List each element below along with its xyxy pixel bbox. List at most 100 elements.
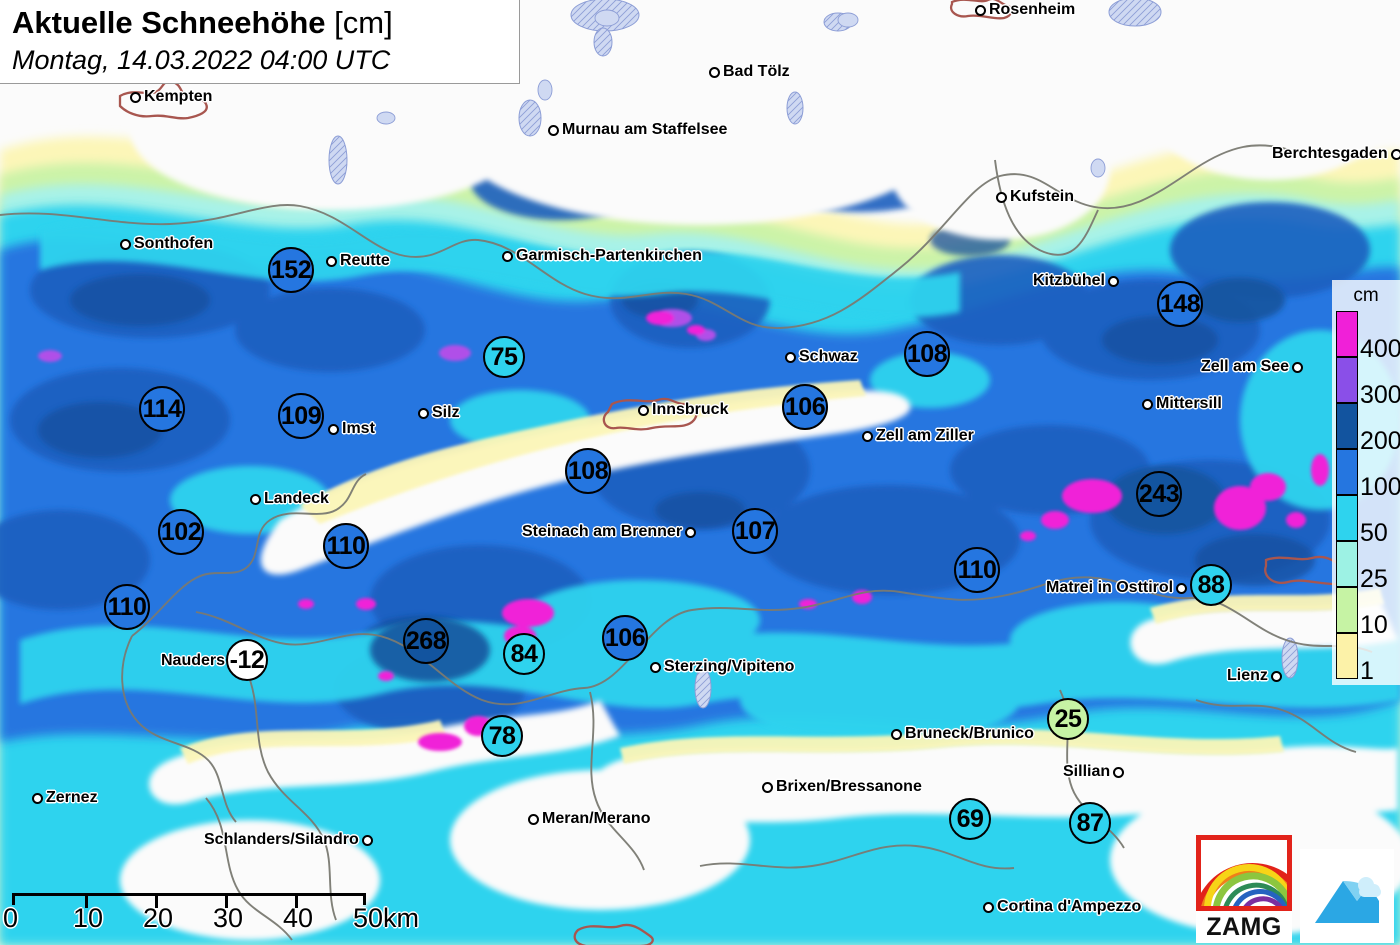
station-value: 110 (107, 592, 147, 621)
city-marker-icon (650, 661, 661, 673)
station-value-marker[interactable]: 106 (602, 615, 648, 661)
legend-band: 25 (1336, 541, 1400, 592)
city-name: Rosenheim (989, 1, 1076, 18)
station-value-marker[interactable]: 84 (503, 633, 545, 675)
city-name: Cortina d'Ampezzo (997, 898, 1142, 915)
station-value-marker[interactable]: 107 (732, 508, 778, 554)
station-value: 87 (1076, 808, 1104, 837)
city-marker-icon (1108, 275, 1119, 287)
scale-bar-labels: 0 10 20 30 40 50km (0, 903, 419, 943)
scale-tick-label: 20 (143, 903, 174, 933)
legend-band: 1 (1336, 633, 1400, 684)
station-value-marker[interactable]: 148 (1157, 281, 1203, 327)
city-marker-icon (326, 255, 337, 267)
station-value-marker[interactable]: 152 (268, 247, 314, 293)
colorbar-legend: cm 400 300 200 100 50 25 10 1 (1332, 280, 1400, 685)
scale-tick (85, 896, 88, 908)
city-marker-icon (250, 493, 261, 505)
city-marker-icon (1176, 582, 1188, 594)
station-value-marker[interactable]: 110 (104, 584, 150, 630)
zamg-wordmark: ZAMG (1206, 913, 1282, 941)
legend-swatch (1336, 311, 1358, 357)
legend-band: 10 (1336, 587, 1400, 638)
city-label: Zernez (32, 789, 98, 807)
legend-band-label: 10 (1360, 611, 1388, 639)
legend-band-label: 100 (1360, 473, 1400, 501)
station-value-marker[interactable]: 78 (481, 715, 523, 757)
city-label: Murnau am Staffelsee (548, 121, 727, 139)
scale-tick (225, 896, 228, 908)
city-name: Sterzing/Vipiteno (664, 658, 795, 675)
legend-band: 50 (1336, 495, 1400, 546)
station-value-marker[interactable]: 110 (323, 523, 369, 569)
station-value-marker[interactable]: 87 (1069, 802, 1111, 844)
station-value-marker[interactable]: 88 (1190, 564, 1232, 606)
title-unit: [cm] (334, 5, 393, 40)
station-value-marker[interactable]: 108 (565, 448, 611, 494)
scale-tick-label: 50km (353, 903, 420, 933)
station-value: 102 (160, 517, 202, 546)
city-name: Berchtesgaden (1272, 145, 1388, 162)
city-marker-icon (1292, 361, 1304, 373)
city-name: Sonthofen (134, 235, 214, 252)
legend-swatch (1336, 633, 1358, 679)
city-name: Zell am Ziller (876, 427, 974, 444)
station-value-marker[interactable]: 268 (403, 618, 449, 664)
city-marker-icon (638, 404, 649, 416)
logo-group: ZAMG (1196, 835, 1394, 943)
scale-tick (155, 896, 158, 908)
city-name: Schwaz (799, 348, 858, 365)
city-label: Schlanders/Silandro (204, 831, 373, 849)
city-name: Schlanders/Silandro (204, 831, 359, 848)
station-value: 108 (906, 339, 948, 368)
city-label: Reutte (326, 252, 390, 270)
legend-band-label: 200 (1360, 427, 1400, 455)
legend-band: 100 (1336, 449, 1400, 500)
station-value: 88 (1197, 570, 1225, 599)
station-value-marker[interactable]: 109 (278, 393, 324, 439)
city-marker-icon (785, 351, 796, 363)
city-label: Matrei in Osttirol (1046, 579, 1188, 597)
station-value: 108 (567, 456, 609, 485)
city-name: Sillian (1063, 763, 1111, 780)
city-marker-icon (996, 191, 1007, 203)
station-value-marker[interactable]: 243 (1136, 471, 1182, 517)
station-value-marker[interactable]: 114 (139, 386, 185, 432)
legend-unit-label: cm (1353, 285, 1379, 306)
city-marker-icon (418, 407, 429, 419)
station-value: -12 (229, 645, 265, 674)
station-value-marker[interactable]: 75 (483, 336, 525, 378)
city-name: Innsbruck (652, 401, 729, 418)
city-name: Silz (432, 404, 460, 421)
city-name: Matrei in Osttirol (1046, 579, 1174, 596)
city-name: Meran/Merano (542, 810, 651, 827)
station-value-marker[interactable]: 69 (949, 798, 991, 840)
city-label: Berchtesgaden (1272, 145, 1400, 163)
city-name: Kitzbühel (1033, 272, 1105, 289)
station-value: 148 (1159, 289, 1201, 318)
city-name: Bad Tölz (723, 63, 790, 80)
city-marker-icon (762, 781, 773, 793)
scale-tick-label: 10 (73, 903, 104, 933)
city-label: Garmisch-Partenkirchen (502, 247, 702, 265)
city-label: Cortina d'Ampezzo (983, 898, 1141, 916)
station-value-marker[interactable]: 108 (904, 331, 950, 377)
city-label: Landeck (250, 490, 329, 508)
city-marker-icon (1270, 670, 1282, 682)
title-timestamp: Montag, 14.03.2022 04:00 UTC (12, 45, 391, 75)
city-label: Kitzbühel (1033, 272, 1119, 290)
city-label: Brixen/Bressanone (762, 778, 922, 796)
station-value-marker[interactable]: 25 (1047, 698, 1089, 740)
city-marker-icon (32, 792, 43, 804)
station-value: 75 (490, 342, 518, 371)
station-value: 109 (280, 401, 322, 430)
station-value-marker[interactable]: 102 (158, 509, 204, 555)
station-value: 25 (1054, 704, 1082, 733)
city-label: Bruneck/Brunico (891, 725, 1034, 743)
station-value-marker[interactable]: 110 (954, 547, 1000, 593)
station-value-marker[interactable]: -12 (226, 639, 268, 681)
legend-bands: 400 300 200 100 50 25 10 1 (1332, 311, 1400, 684)
legend-band-label: 25 (1360, 565, 1388, 593)
station-value-marker[interactable]: 106 (782, 384, 828, 430)
city-marker-icon (361, 834, 373, 846)
